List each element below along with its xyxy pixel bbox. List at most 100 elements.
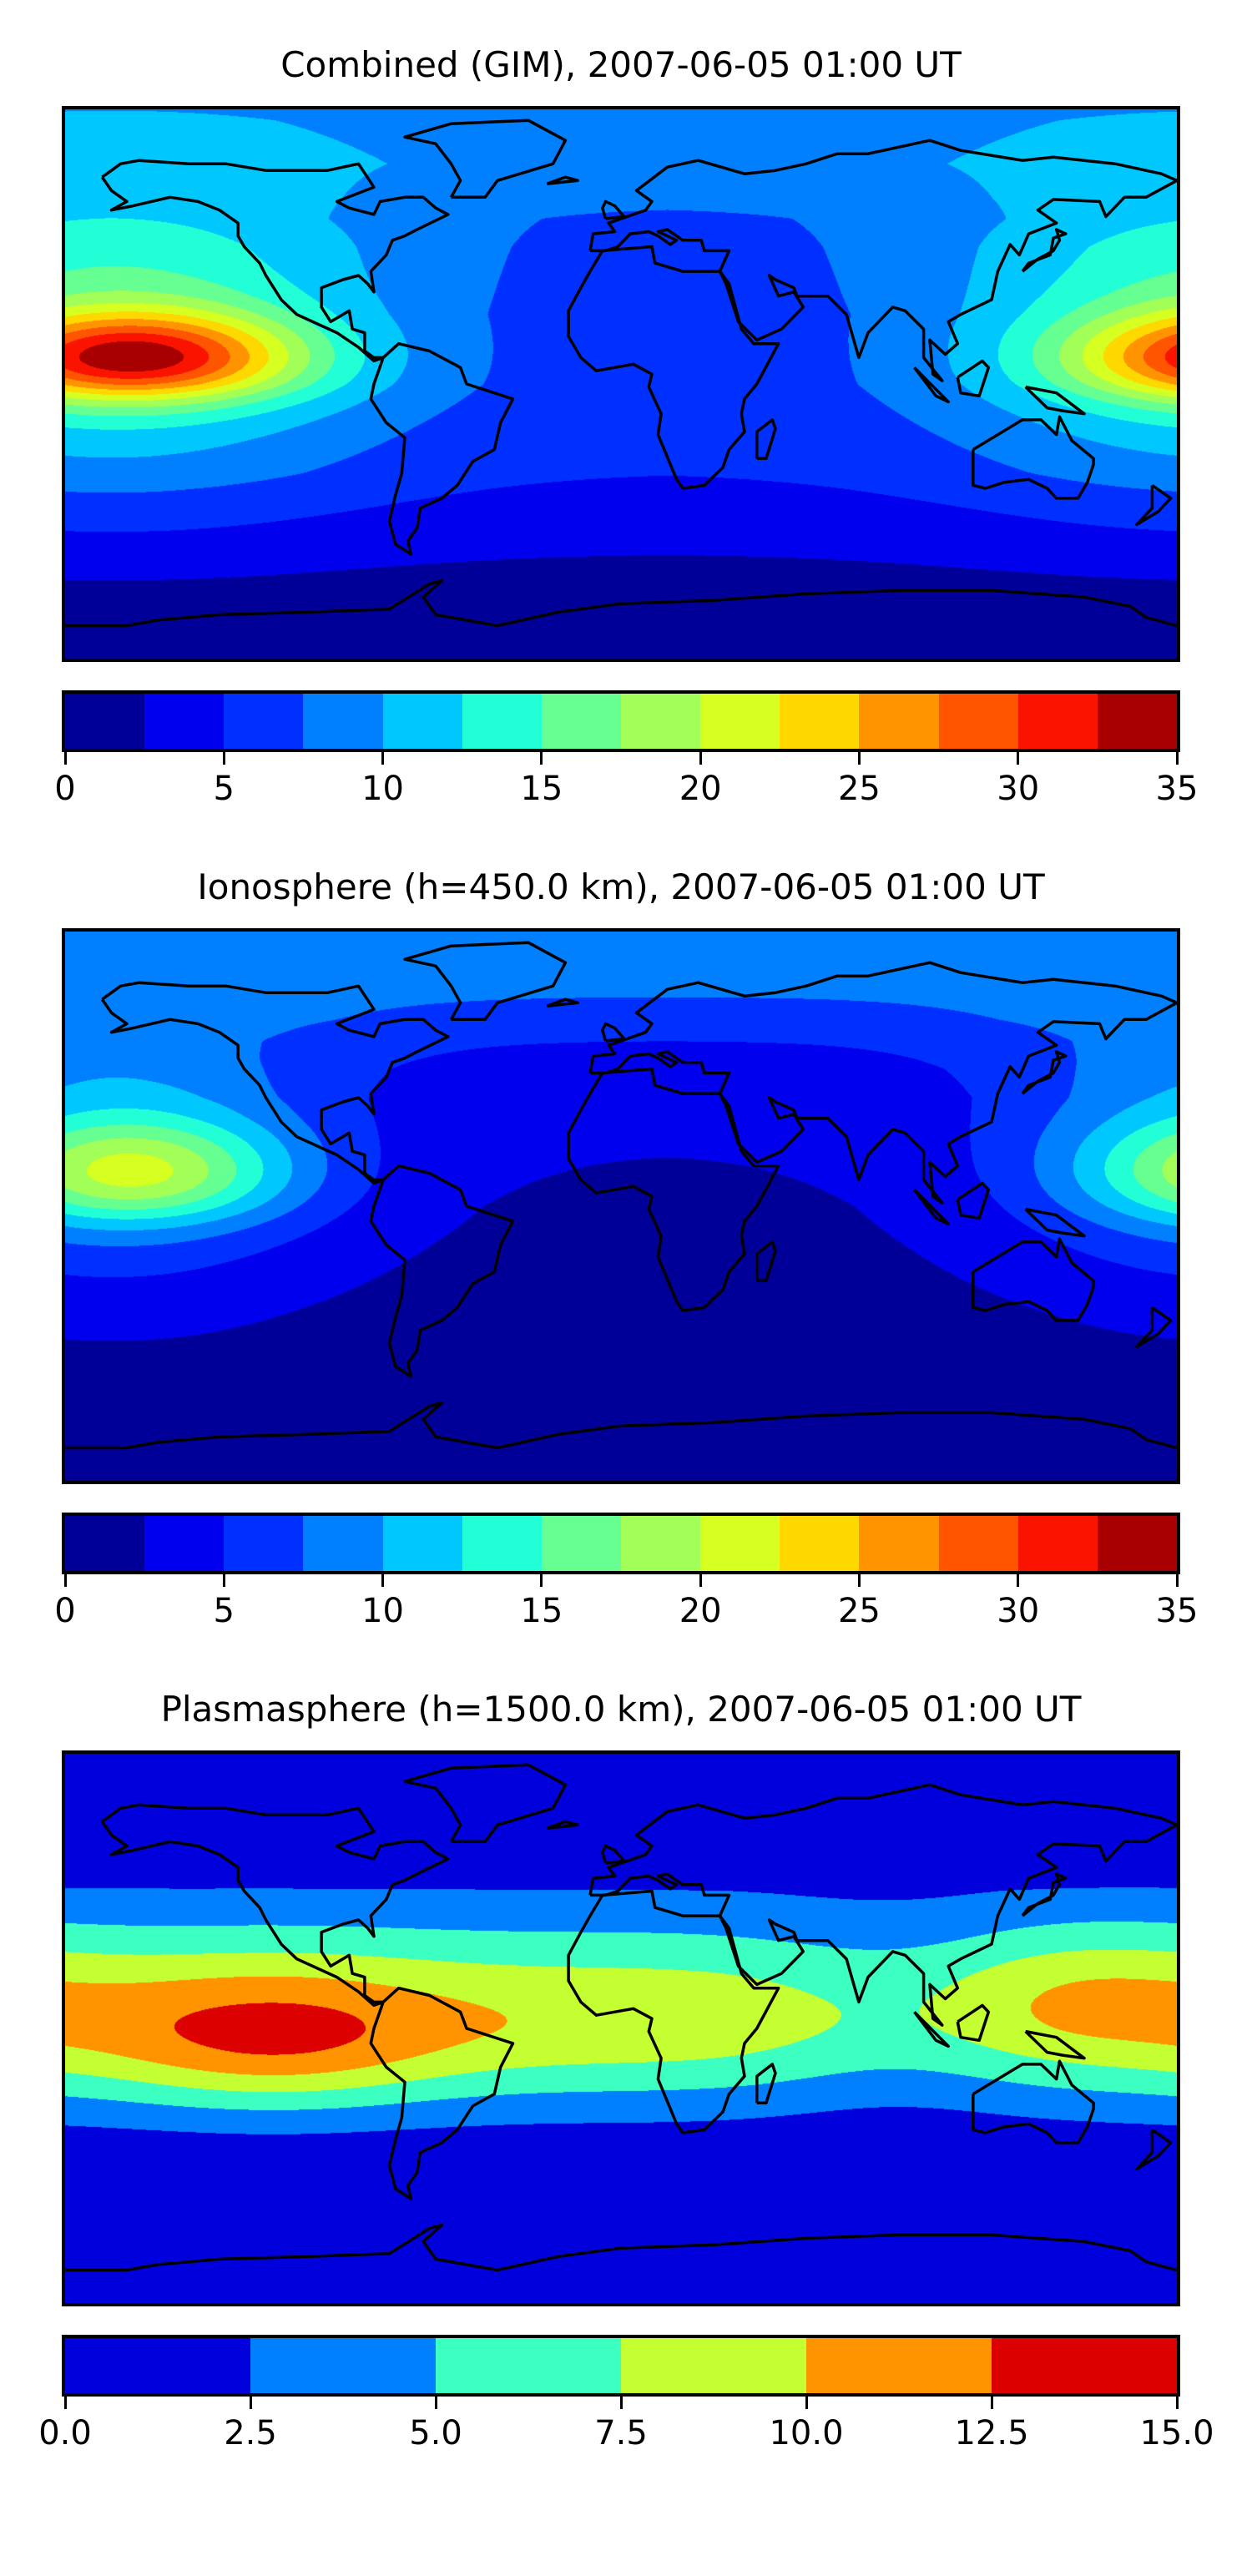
colorbar-tick-label: 15 (520, 770, 563, 808)
colorbar-tick-label: 10 (361, 770, 405, 808)
panel-title: Ionosphere (h=450.0 km), 2007-06-05 01:0… (197, 866, 1045, 907)
coastline (1135, 1306, 1173, 1349)
colorbar-segment (382, 1516, 463, 1571)
colorbar-segment (621, 2338, 807, 2393)
colorbar-segment (144, 1516, 225, 1571)
colorbar-segment (859, 1516, 940, 1571)
coastline (601, 1022, 626, 1043)
colorbar-tick (222, 752, 225, 765)
colorbar-tick (63, 2397, 67, 2409)
coastline (972, 415, 1095, 500)
colorbar-tick (1175, 1574, 1179, 1587)
colorbar-segment (541, 1516, 622, 1571)
colorbar-segment (541, 694, 622, 749)
coastline (546, 175, 579, 186)
colorbar-segment (780, 694, 860, 749)
colorbar-segment (1097, 1516, 1178, 1571)
coastline (100, 981, 450, 1185)
colorbar-tick-label: 25 (837, 1592, 881, 1630)
colorbar-segment (462, 1516, 543, 1571)
tec-map (65, 1754, 1177, 2303)
plasmasphere-panel: Plasmasphere (h=1500.0 km), 2007-06-05 0… (0, 1689, 1252, 2576)
coastline (601, 200, 626, 220)
colorbar-tick-label: 5 (213, 770, 235, 808)
colorbar-tick (805, 2397, 808, 2409)
coastline (972, 2059, 1095, 2144)
coastline (546, 998, 579, 1008)
colorbar-tick (619, 2397, 623, 2409)
coastline (913, 2011, 950, 2048)
coastline (65, 2223, 1177, 2272)
contour-field (65, 109, 1177, 659)
coastline (369, 1164, 515, 1378)
colorbar-tick (434, 2397, 437, 2409)
colorbar-tick-label: 35 (1155, 1592, 1199, 1630)
colorbar-tick (990, 2397, 993, 2409)
colorbar-segment (250, 2338, 437, 2393)
tec-map (65, 109, 1177, 659)
colorbar-tick-label: 0 (54, 770, 76, 808)
colorbar-segment (1017, 1516, 1098, 1571)
colorbar-segment (303, 1516, 384, 1571)
colorbar-tick-label: 15 (520, 1592, 563, 1630)
coastline (755, 1240, 777, 1283)
coastline (755, 418, 777, 461)
colorbar-tick (540, 1574, 543, 1587)
coastline (546, 1820, 579, 1831)
colorbar-segment (224, 1516, 304, 1571)
colorbar-segment (780, 1516, 860, 1571)
colorbar-tick (699, 1574, 702, 1587)
colorbar-tick (857, 1574, 861, 1587)
coastline (65, 578, 1177, 628)
colorbar-tick (63, 752, 67, 765)
coastline (567, 1889, 780, 2134)
colorbar-tick (249, 2397, 252, 2409)
colorbar-tick (1017, 752, 1020, 765)
colorbar-tick (222, 1574, 225, 1587)
colorbar-segment (462, 694, 543, 749)
coastline (972, 1237, 1095, 1322)
colorbar-tick-label: 5.0 (409, 2414, 462, 2452)
colorbar-tick-label: 10 (361, 1592, 405, 1630)
colorbar-segment (65, 2338, 251, 2393)
colorbar-tick-label: 5 (213, 1592, 235, 1630)
coastline (1135, 483, 1173, 527)
colorbar-tick-label: 30 (997, 1592, 1040, 1630)
panel-title: Plasmasphere (h=1500.0 km), 2007-06-05 0… (160, 1689, 1082, 1730)
coastline (588, 1783, 1177, 2027)
coastline (1024, 2029, 1086, 2060)
colorbar-tick-label: 30 (997, 770, 1040, 808)
coastline (1021, 1050, 1068, 1095)
contour-field (65, 932, 1177, 1481)
coastlines (65, 119, 1177, 628)
colorbar-tick (1017, 1574, 1020, 1587)
coastline (567, 245, 780, 490)
colorbar-segment (938, 1516, 1019, 1571)
coastline (913, 366, 950, 404)
coastline (1135, 2128, 1173, 2171)
colorbar-tick (63, 1574, 67, 1587)
coastline (403, 119, 568, 200)
colorbar-segment (436, 2338, 622, 2393)
tec-map (65, 932, 1177, 1481)
colorbar-tick (857, 752, 861, 765)
coastline (588, 961, 1177, 1205)
coastline (913, 1189, 950, 1226)
colorbar-segment (700, 1516, 780, 1571)
colorbar (65, 694, 1178, 749)
colorbar-segment (700, 694, 780, 749)
coastline (956, 359, 991, 398)
colorbar-tick (381, 752, 385, 765)
panel-title: Combined (GIM), 2007-06-05 01:00 UT (280, 44, 962, 85)
colorbar-segment (65, 1516, 145, 1571)
coastline (1024, 1207, 1086, 1238)
colorbar-segment (621, 1516, 701, 1571)
colorbar-tick-label: 12.5 (954, 2414, 1029, 2452)
colorbar-segment (224, 694, 304, 749)
colorbar-segment (806, 2338, 992, 2393)
colorbar-segment (621, 694, 701, 749)
coastline (369, 1986, 515, 2200)
coastline (1021, 1872, 1068, 1917)
coastline (100, 1803, 450, 2008)
combined-gim-panel: Combined (GIM), 2007-06-05 01:00 UT 0 5 10… (0, 44, 1252, 932)
